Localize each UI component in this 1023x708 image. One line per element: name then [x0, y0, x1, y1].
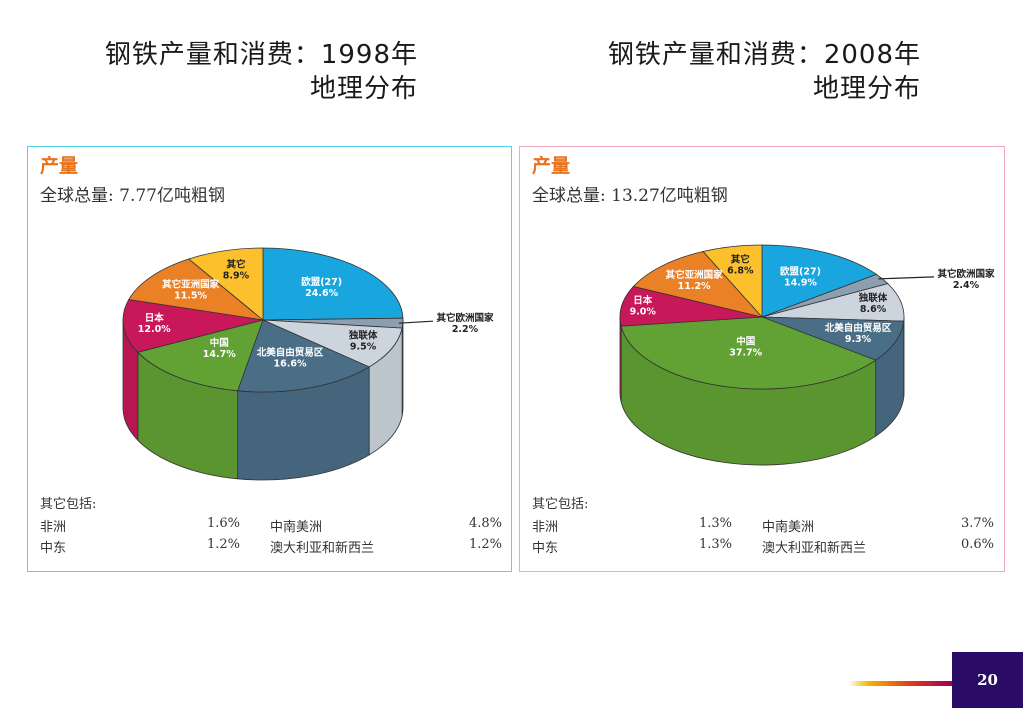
slice-value-label: 8.6% — [860, 304, 887, 315]
pie-slice — [619, 285, 763, 327]
slice-label: 独联体 — [348, 329, 378, 341]
others-row: 非洲 1.6% 中南美洲 4.8% — [40, 516, 502, 537]
others-name: 澳大利亚和新西兰 — [270, 541, 375, 556]
slice-value-label: 2.2% — [452, 324, 479, 335]
others-row: 中东 1.2% 澳大利亚和新西兰 1.2% — [40, 537, 502, 558]
title-line-1: 钢铁产量和消费：2008年 — [607, 40, 921, 70]
others-value: 1.3% — [698, 537, 732, 552]
slice-label: 其它亚洲国家 — [162, 279, 220, 291]
others-value: 0.6% — [960, 537, 994, 552]
slice-label: 北美自由贸易区 — [825, 322, 892, 334]
panel-1998: 产量 全球总量: 7.77亿吨粗钢 欧盟(27) 24.6% 其它欧洲国家 2.2% 独… — [27, 146, 512, 572]
pie-slice — [128, 258, 265, 321]
pie-slice — [262, 247, 404, 321]
slice-label: 其它亚洲国家 — [666, 269, 724, 281]
pie-slice — [122, 299, 264, 353]
chart-title-1998: 钢铁产量和消费：1998年 地理分布 — [60, 38, 418, 106]
others-name: 非洲 — [40, 520, 67, 535]
slice-value-label: 2.4% — [953, 280, 980, 291]
panel-2008: 产量 全球总量: 13.27亿吨粗钢 欧盟(27) 14.9% 其它欧洲国家 2.4%… — [519, 146, 1005, 572]
callout-line — [398, 320, 434, 324]
others-name: 澳大利亚和新西兰 — [762, 541, 867, 556]
others-row: 非洲 1.3% 中南美洲 3.7% — [532, 516, 994, 537]
others-heading: 其它包括: — [40, 497, 97, 512]
others-name: 非洲 — [532, 520, 559, 535]
panel-heading: 产量 — [40, 155, 79, 177]
slice-label: 其它 — [226, 259, 245, 271]
page-number-bar — [848, 681, 952, 686]
panel-total: 全球总量: 13.27亿吨粗钢 — [532, 186, 728, 206]
others-name: 中南美洲 — [270, 520, 323, 535]
others-value: 1.6% — [206, 516, 240, 531]
pie-slice-side — [619, 316, 622, 403]
pie-slice — [137, 319, 264, 392]
others-value: 1.2% — [468, 537, 502, 552]
slice-value-label: 14.9% — [784, 277, 817, 288]
others-list: 其它包括: 非洲 1.6% 中南美洲 4.8% 中东 1.2% 澳大利亚和新西兰… — [40, 493, 502, 558]
others-value: 1.3% — [698, 516, 732, 531]
slice-label: 其它欧洲国家 — [937, 268, 995, 280]
pie-slice — [187, 247, 264, 321]
slice-label: 其它 — [731, 253, 750, 265]
slice-value-label: 6.8% — [727, 265, 754, 276]
callout-line — [878, 276, 935, 280]
pie-top — [619, 244, 905, 390]
page-number: 20 — [952, 652, 1023, 708]
chart-title-2008: 钢铁产量和消费：2008年 地理分布 — [555, 38, 921, 106]
slice-value-label: 24.6% — [305, 288, 338, 299]
panel-heading: 产量 — [532, 155, 571, 177]
slice-label: 日本 — [145, 312, 165, 324]
pie-slice — [262, 319, 403, 368]
others-value: 1.2% — [206, 537, 240, 552]
others-value: 3.7% — [960, 516, 994, 531]
pie-slice — [632, 251, 764, 318]
slice-label: 中国 — [736, 335, 755, 347]
pie-slice — [761, 244, 878, 318]
pie-slice — [702, 244, 763, 319]
slice-value-label: 11.5% — [174, 291, 207, 302]
slice-value-label: 9.5% — [350, 341, 377, 352]
slice-label: 北美自由贸易区 — [257, 346, 324, 358]
slice-value-label: 9.0% — [630, 307, 657, 318]
panel-total: 全球总量: 7.77亿吨粗钢 — [40, 186, 225, 206]
slice-label: 欧盟(27) — [780, 265, 821, 277]
pie-slice — [761, 316, 905, 361]
others-name: 中东 — [40, 541, 67, 556]
slice-value-label: 9.3% — [845, 334, 872, 345]
others-name: 中东 — [532, 541, 559, 556]
slice-value-label: 12.0% — [138, 324, 171, 335]
slice-value-label: 8.9% — [223, 271, 250, 282]
title-line-2: 地理分布 — [309, 74, 418, 104]
slice-label: 中国 — [210, 337, 229, 349]
others-name: 中南美洲 — [762, 520, 815, 535]
slice-label: 其它欧洲国家 — [436, 312, 494, 324]
slice-value-label: 16.6% — [274, 358, 307, 369]
pie-slice — [620, 316, 877, 390]
others-list: 其它包括: 非洲 1.3% 中南美洲 3.7% 中东 1.3% 澳大利亚和新西兰… — [532, 493, 994, 558]
title-line-1: 钢铁产量和消费：1998年 — [104, 40, 418, 70]
slice-label: 欧盟(27) — [301, 276, 342, 288]
others-value: 4.8% — [468, 516, 502, 531]
slice-label: 日本 — [633, 295, 653, 307]
others-row: 中东 1.3% 澳大利亚和新西兰 0.6% — [532, 537, 994, 558]
others-heading: 其它包括: — [532, 497, 589, 512]
pie-top — [122, 247, 404, 393]
pie-slice — [237, 319, 371, 393]
slice-value-label: 37.7% — [729, 347, 762, 358]
slice-label: 独联体 — [858, 292, 888, 304]
title-line-2: 地理分布 — [812, 74, 921, 104]
slice-value-label: 11.2% — [678, 281, 711, 292]
slice-value-label: 14.7% — [203, 349, 236, 360]
